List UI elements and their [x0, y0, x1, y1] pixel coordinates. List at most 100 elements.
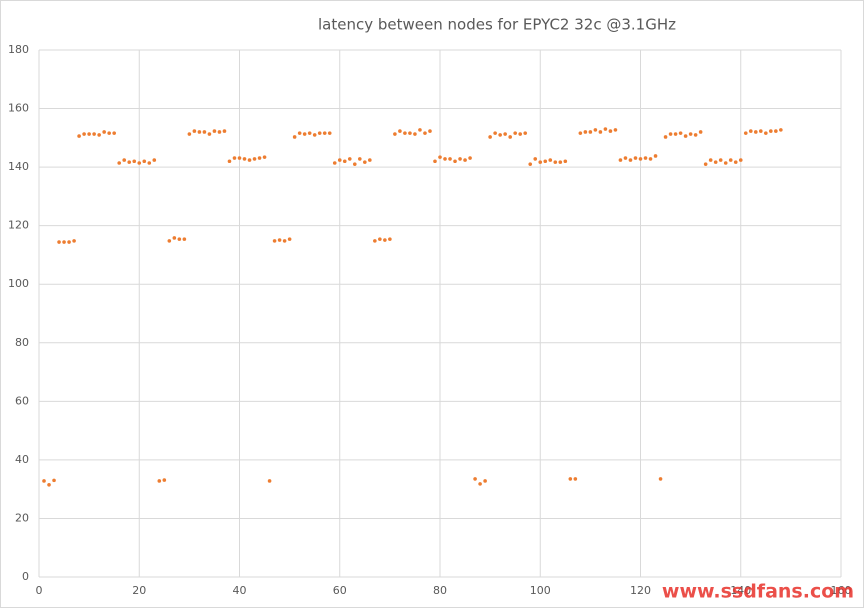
point — [102, 130, 106, 134]
point — [127, 160, 132, 164]
point — [252, 157, 257, 161]
point — [162, 478, 167, 482]
point — [187, 132, 192, 136]
point — [112, 131, 116, 135]
point — [523, 131, 528, 135]
point — [327, 131, 332, 135]
point — [77, 134, 81, 138]
point — [543, 159, 548, 164]
point — [653, 154, 658, 158]
point — [513, 131, 517, 135]
y-tick-label: 140 — [8, 160, 29, 173]
x-tick-label: 80 — [433, 584, 447, 597]
point — [378, 237, 382, 241]
point — [212, 129, 217, 133]
point — [222, 129, 227, 133]
point — [307, 131, 312, 135]
point — [383, 238, 387, 242]
point — [157, 479, 162, 483]
point — [448, 157, 452, 161]
point — [573, 477, 578, 481]
point — [393, 132, 397, 136]
point — [217, 130, 222, 134]
point — [352, 162, 357, 166]
point — [493, 131, 497, 135]
point — [147, 161, 152, 165]
point — [658, 477, 663, 481]
point — [373, 239, 377, 243]
point — [508, 135, 512, 139]
point — [663, 135, 668, 139]
point — [688, 132, 693, 136]
point — [598, 130, 603, 134]
point — [458, 157, 462, 161]
point — [708, 158, 713, 162]
point — [72, 239, 76, 243]
point — [117, 161, 121, 165]
point — [583, 130, 588, 134]
point — [488, 135, 492, 139]
point — [533, 157, 538, 161]
point — [438, 155, 442, 159]
point — [272, 239, 277, 243]
point — [638, 157, 643, 161]
point — [287, 237, 292, 241]
x-tick-label: 120 — [630, 584, 651, 597]
point — [643, 156, 648, 160]
point — [418, 128, 422, 132]
point — [548, 158, 553, 162]
point — [122, 158, 127, 162]
point — [603, 127, 608, 131]
x-tick-label: 0 — [36, 584, 43, 597]
point — [423, 131, 427, 135]
point — [262, 155, 267, 159]
point — [152, 158, 157, 162]
point — [368, 158, 372, 162]
point — [227, 159, 232, 164]
point — [673, 132, 678, 136]
point — [47, 482, 51, 487]
x-tick-label: 20 — [132, 584, 146, 597]
point — [593, 128, 598, 132]
point — [728, 158, 733, 162]
point — [87, 132, 91, 136]
point — [302, 132, 307, 136]
point — [97, 133, 101, 137]
point — [317, 131, 322, 135]
point — [648, 157, 653, 161]
x-tick-label: 140 — [730, 584, 751, 597]
point — [342, 159, 347, 164]
point — [433, 159, 437, 164]
y-tick-label: 120 — [8, 219, 29, 232]
point — [257, 156, 262, 160]
point — [774, 129, 778, 133]
point — [518, 132, 522, 136]
point — [668, 132, 673, 136]
point — [403, 131, 407, 135]
y-tick-label: 160 — [8, 102, 29, 115]
point — [483, 479, 487, 483]
point — [703, 162, 708, 166]
point — [753, 130, 758, 134]
y-tick-label: 60 — [15, 394, 29, 407]
point — [769, 129, 773, 133]
point — [232, 156, 237, 160]
x-tick-label: 40 — [233, 584, 247, 597]
point — [618, 158, 623, 162]
point — [52, 478, 56, 483]
point — [633, 156, 638, 160]
point — [312, 133, 317, 137]
point — [172, 236, 177, 240]
point — [428, 129, 432, 133]
chart-title: latency between nodes for EPYC2 32c @3.1… — [318, 16, 676, 34]
point — [693, 133, 698, 137]
point — [322, 131, 327, 135]
point — [107, 131, 111, 135]
point — [297, 131, 302, 135]
point — [398, 129, 402, 133]
point — [553, 160, 558, 164]
point — [413, 132, 417, 136]
point — [628, 158, 633, 162]
point — [142, 159, 147, 164]
